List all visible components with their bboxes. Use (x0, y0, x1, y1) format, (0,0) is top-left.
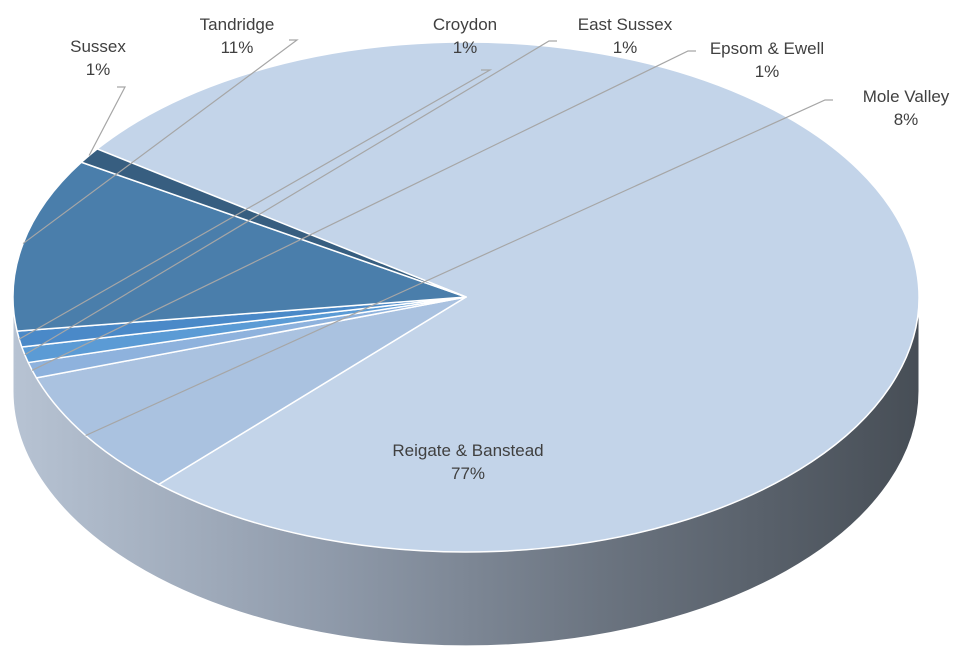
slice-value-sussex: 1% (86, 60, 111, 79)
leader-line-tandridge (22, 39, 299, 245)
leader-line-epsom-and-ewell (31, 50, 696, 371)
slice-label-epsom-and-ewell: Epsom & Ewell (710, 39, 824, 58)
slice-reigate-and-banstead (96, 41, 920, 553)
pie-top (12, 41, 920, 553)
leader-line-croydon (18, 69, 493, 340)
slice-label-mole-valley: Mole Valley (863, 87, 950, 106)
slice-label-east-sussex: East Sussex (578, 15, 673, 34)
leader-lines (18, 39, 833, 437)
slice-value-reigate-and-banstead: 77% (451, 464, 485, 483)
slice-value-east-sussex: 1% (613, 38, 638, 57)
leader-line-east-sussex (24, 40, 557, 356)
slice-sussex (80, 148, 467, 298)
slice-value-epsom-and-ewell: 1% (755, 62, 780, 81)
leader-line-sussex (88, 86, 126, 156)
slice-value-mole-valley: 8% (894, 110, 919, 129)
slice-label-tandridge: Tandridge (200, 15, 275, 34)
slice-label-croydon: Croydon (433, 15, 497, 34)
slice-value-tandridge: 11% (221, 38, 254, 57)
slice-label-sussex: Sussex (70, 37, 126, 56)
slice-value-croydon: 1% (453, 38, 478, 57)
slice-labels: Reigate & Banstead 77% Mole Valley 8% Epsom … (70, 15, 950, 483)
slice-label-reigate-and-banstead: Reigate & Banstead (392, 441, 543, 460)
leader-line-mole-valley (85, 99, 833, 437)
